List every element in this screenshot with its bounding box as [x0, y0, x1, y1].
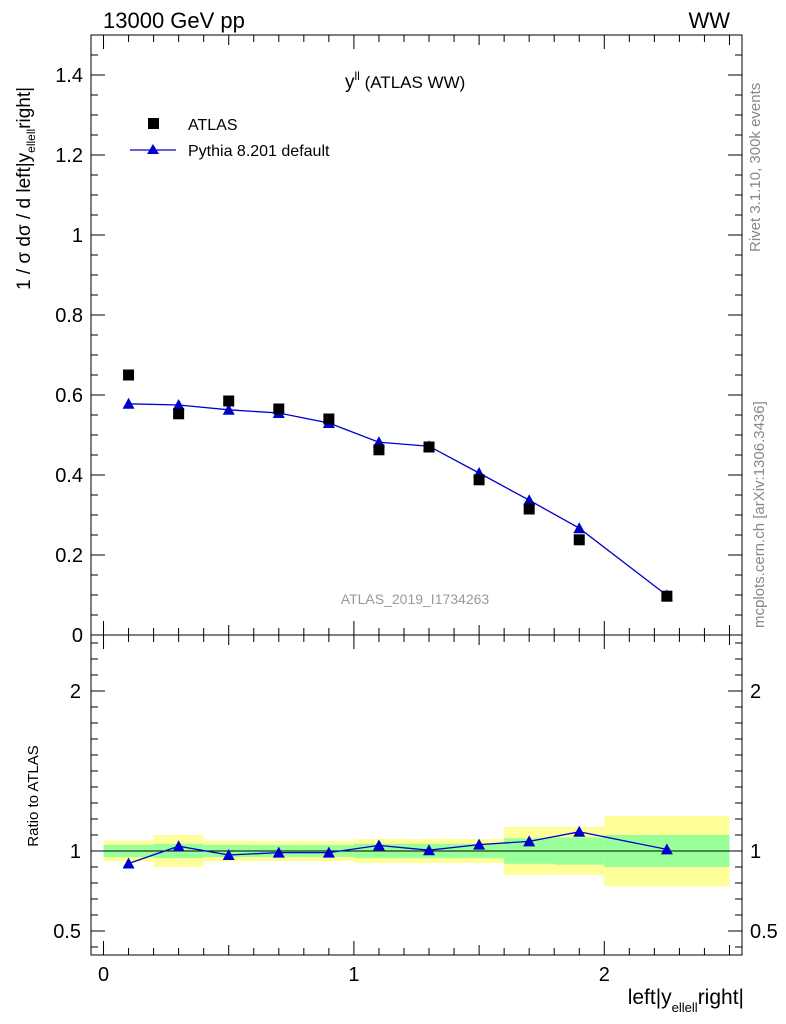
- legend-marker-mc: [147, 144, 159, 154]
- atlas-data-point: [173, 408, 185, 420]
- ratio-mc-point: [222, 849, 235, 860]
- main-ytick-label: 1: [72, 225, 83, 247]
- ratio-xtick-label: 0: [98, 964, 109, 986]
- mc-data-point: [172, 399, 185, 410]
- atlas-data-point: [423, 441, 435, 453]
- main-ylabel-text: 1 / σ dσ / d left|y: [14, 152, 35, 290]
- ratio-mc-point: [523, 835, 536, 847]
- ratio-mc-point: [423, 844, 436, 856]
- legend: ATLAS Pythia 8.201 default: [130, 117, 330, 160]
- ratio-panel: 0.5 0.5 1 1 2 2 0 1 2: [53, 634, 778, 986]
- main-ytick-label: 0.6: [55, 385, 83, 407]
- main-ytick-label: 0.8: [55, 305, 83, 327]
- ratio-ytick-label-left: 2: [70, 681, 81, 703]
- ratio-ytick-label-right: 2: [750, 681, 761, 703]
- x-axis-label: left|yellellright|: [628, 986, 744, 1015]
- plot-title: yll (ATLAS WW): [345, 69, 465, 93]
- main-panel: 0 0.2 0.4 0.6 0.8 1 1.2 1.4: [55, 34, 743, 647]
- ratio-ytick-label-left: 0.5: [53, 921, 81, 943]
- ratio-ytick-label-left: 1: [70, 841, 81, 863]
- main-ytick-label: 0.4: [55, 465, 83, 487]
- x-axis-label-sub: ellell: [672, 1000, 698, 1015]
- ratio-mc-point: [272, 846, 285, 858]
- ratio-mc-point: [573, 825, 586, 837]
- atlas-data-point: [523, 503, 535, 515]
- ratio-frame: [90, 634, 743, 956]
- ratio-mc-point: [473, 838, 486, 850]
- rivet-label: Rivet 3.1.10, 300k events: [747, 83, 764, 252]
- analysis-label: ATLAS_2019_I1734263: [341, 591, 490, 607]
- x-axis-label-text: left|y: [628, 986, 672, 1009]
- ratio-mc-point: [322, 846, 335, 858]
- mc-data-point: [122, 397, 135, 409]
- ratio-mc-point: [122, 857, 135, 869]
- ratio-xtick-label: 1: [348, 964, 359, 986]
- main-ytick-label: 0.2: [55, 545, 83, 567]
- ratio-xtick-label: 2: [599, 964, 610, 986]
- mc-data-point: [222, 403, 235, 415]
- main-ylabel-sub: ellell: [24, 129, 38, 153]
- plot-title-main: y: [345, 72, 355, 93]
- ratio-ylabel: Ratio to ATLAS: [25, 745, 42, 846]
- ratio-ytick-label-right: 0.5: [750, 921, 778, 943]
- header-energy: 13000 GeV pp: [103, 8, 245, 33]
- ratio-mc-point: [172, 840, 185, 852]
- main-ytick-label: 1.4: [55, 65, 83, 87]
- header-process: WW: [688, 8, 730, 33]
- legend-label-mc: Pythia 8.201 default: [188, 143, 330, 160]
- mc-series-line: [128, 403, 668, 596]
- ratio-ytick-label-right: 1: [750, 841, 761, 863]
- atlas-data-point: [223, 395, 235, 407]
- atlas-data-point: [323, 413, 335, 425]
- main-ylabel: 1 / σ dσ / d left|yellellright|: [14, 87, 38, 290]
- mc-data-point: [523, 494, 536, 506]
- legend-marker-atlas: [148, 118, 159, 129]
- main-ytick-label: 1.2: [55, 145, 83, 167]
- atlas-data-point: [473, 474, 485, 486]
- atlas-data-point: [373, 444, 385, 456]
- mcplots-label: mcplots.cern.ch [arXiv:1306.3436]: [751, 401, 768, 628]
- atlas-data-point: [661, 590, 673, 602]
- plot-title-suffix: (ATLAS WW): [360, 73, 465, 92]
- ratio-mc-point: [660, 843, 673, 855]
- mc-data-point: [573, 522, 586, 534]
- ratio-mc-point: [372, 839, 385, 851]
- main-ytick-label: 0: [72, 625, 83, 647]
- plot-title-sup: ll: [355, 69, 360, 83]
- main-ylabel-suffix: right|: [14, 87, 35, 129]
- atlas-data-point: [573, 534, 585, 546]
- legend-label-atlas: ATLAS: [188, 117, 238, 134]
- atlas-data-point: [273, 403, 285, 415]
- x-axis-label-suffix: right|: [698, 986, 744, 1009]
- atlas-data-point: [123, 369, 135, 381]
